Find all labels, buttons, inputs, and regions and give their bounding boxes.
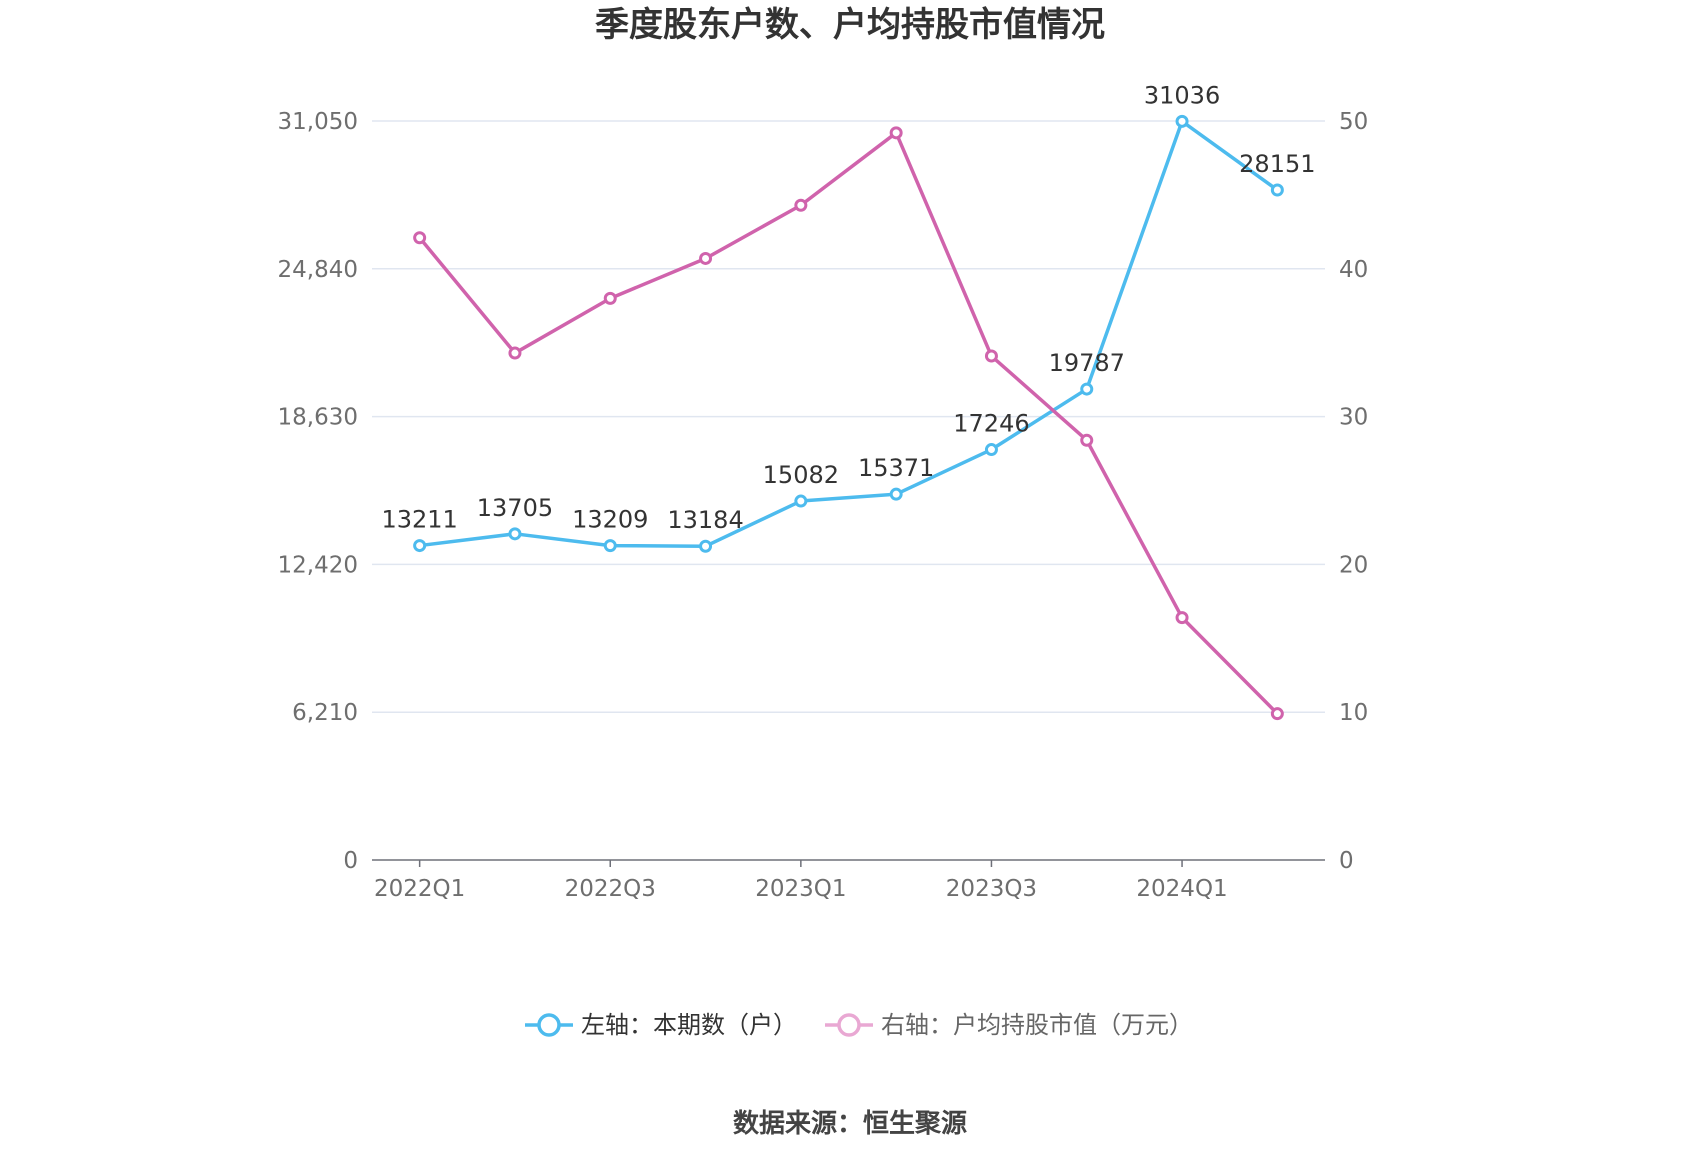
right-tick-label: 20 <box>1339 552 1368 578</box>
data-label: 19787 <box>1049 349 1125 377</box>
left-tick-label: 0 <box>343 848 358 874</box>
data-point[interactable] <box>794 198 808 212</box>
data-label: 13211 <box>381 506 457 534</box>
source-note: 数据来源：恒生聚源 <box>733 1109 967 1139</box>
x-tick-label: 2023Q1 <box>755 876 846 902</box>
data-point[interactable] <box>1270 183 1284 197</box>
legend-label: 左轴：本期数（户） <box>581 1011 797 1039</box>
right-tick-label: 10 <box>1339 700 1368 726</box>
data-point[interactable] <box>508 527 522 541</box>
right-tick-label: 30 <box>1339 405 1368 431</box>
x-tick-label: 2024Q1 <box>1136 876 1227 902</box>
data-point[interactable] <box>794 494 808 508</box>
x-tick-label: 2022Q1 <box>374 876 465 902</box>
left-tick-label: 31,050 <box>278 109 358 135</box>
right-axis: 0 10 20 30 40 50 <box>1339 109 1368 874</box>
data-point[interactable] <box>699 251 713 265</box>
data-label: 15371 <box>858 454 934 482</box>
legend-label: 右轴：户均持股市值（万元） <box>881 1011 1193 1039</box>
x-tick-label: 2023Q3 <box>946 876 1037 902</box>
legend-marker <box>837 1013 861 1037</box>
data-point[interactable] <box>508 346 522 360</box>
data-point[interactable] <box>413 231 427 245</box>
data-point[interactable] <box>889 126 903 140</box>
data-label: 13184 <box>667 506 743 534</box>
right-tick-label: 40 <box>1339 257 1368 283</box>
left-tick-label: 12,420 <box>278 552 358 578</box>
left-tick-label: 24,840 <box>278 257 358 283</box>
data-point[interactable] <box>699 539 713 553</box>
data-point[interactable] <box>603 539 617 553</box>
data-point[interactable] <box>1175 114 1189 128</box>
x-axis: 2022Q1 2022Q3 2023Q1 2023Q3 2024Q1 <box>372 859 1325 902</box>
data-label: 13705 <box>477 494 553 522</box>
series-line-2 <box>418 131 1279 715</box>
data-point[interactable] <box>1080 382 1094 396</box>
data-point[interactable] <box>984 443 998 457</box>
legend-item-2[interactable]: 右轴：户均持股市值（万元） <box>825 1011 1193 1039</box>
x-tick-label: 2022Q3 <box>565 876 656 902</box>
right-tick-label: 50 <box>1339 109 1368 135</box>
left-tick-label: 18,630 <box>278 405 358 431</box>
data-label: 15082 <box>763 461 839 489</box>
data-label: 28151 <box>1239 150 1315 178</box>
chart-title: 季度股东户数、户均持股市值情况 <box>595 5 1105 45</box>
data-labels: 13211 13705 13209 13184 15082 15371 17246 19787… <box>381 81 1315 534</box>
data-point[interactable] <box>984 349 998 363</box>
data-label: 17246 <box>953 410 1029 438</box>
data-point[interactable] <box>1270 707 1284 721</box>
series-layer <box>413 114 1284 721</box>
right-tick-label: 0 <box>1339 848 1354 874</box>
data-point[interactable] <box>413 539 427 553</box>
left-axis: 0 6,210 12,420 18,630 24,840 31,050 <box>278 109 358 874</box>
data-point[interactable] <box>889 487 903 501</box>
grid <box>372 120 1325 713</box>
data-point[interactable] <box>1175 611 1189 625</box>
legend-marker <box>537 1013 561 1037</box>
series-line-1 <box>419 119 1279 548</box>
legend-item-1[interactable]: 左轴：本期数（户） <box>525 1011 797 1039</box>
left-tick-label: 6,210 <box>292 700 358 726</box>
data-point[interactable] <box>603 291 617 305</box>
legend[interactable]: 左轴：本期数（户） 右轴：户均持股市值（万元） <box>525 1011 1193 1039</box>
data-label: 13209 <box>572 506 648 534</box>
data-label: 31036 <box>1144 81 1220 109</box>
data-point[interactable] <box>1080 433 1094 447</box>
